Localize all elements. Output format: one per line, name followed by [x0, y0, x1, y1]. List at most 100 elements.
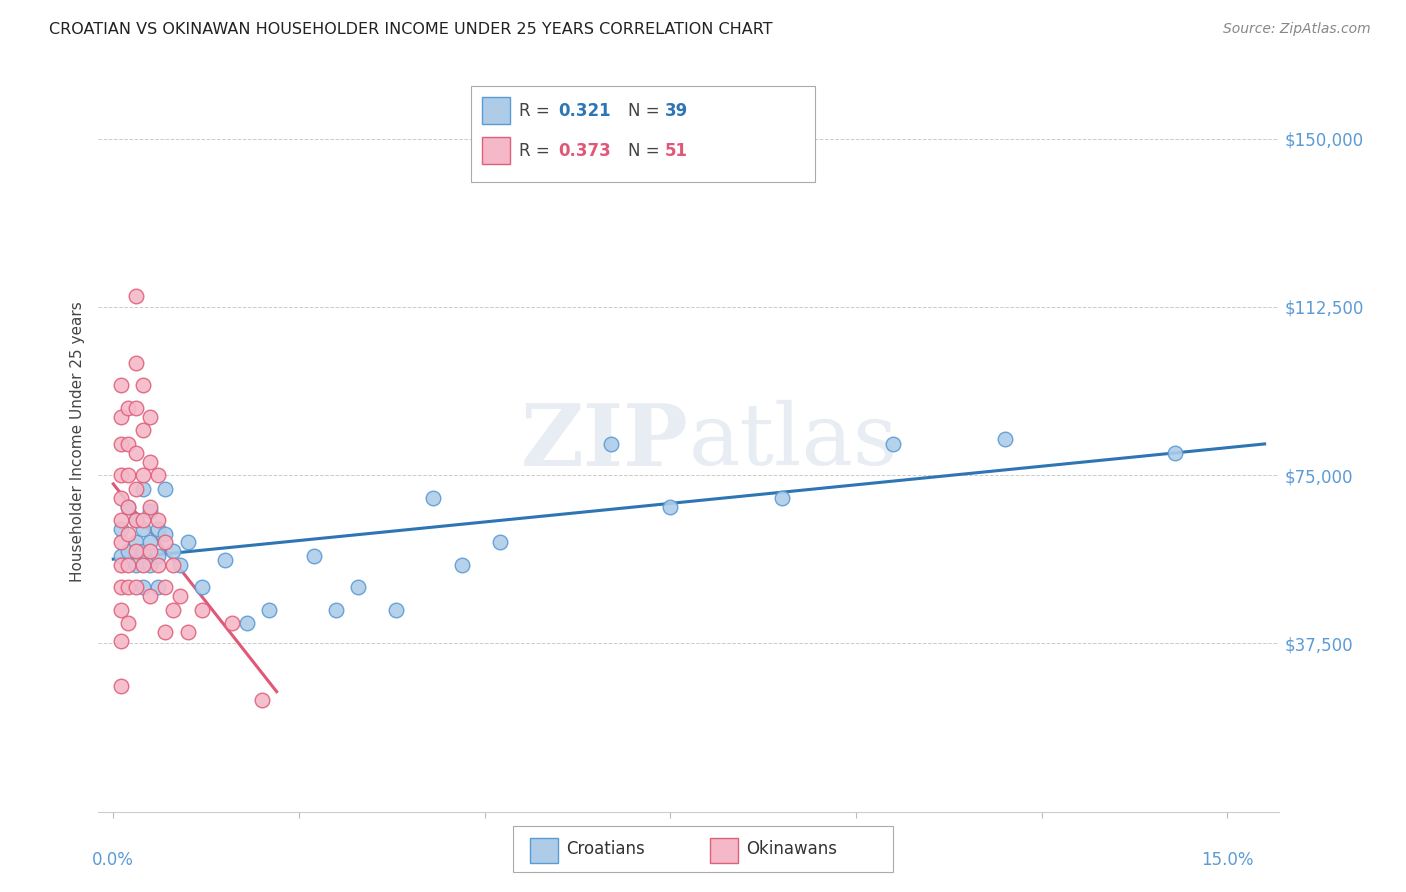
Point	[110, 679, 132, 693]
Point	[110, 491, 132, 505]
Point	[155, 526, 177, 541]
Text: 0.373: 0.373	[558, 142, 612, 160]
Point	[117, 558, 139, 572]
Text: 51: 51	[665, 142, 688, 160]
Point	[659, 500, 682, 514]
Point	[139, 535, 162, 549]
Point	[155, 535, 177, 549]
Point	[146, 558, 169, 572]
Point	[146, 522, 169, 536]
Point	[117, 616, 139, 631]
Point	[110, 522, 132, 536]
Point	[110, 409, 132, 424]
Point	[110, 634, 132, 648]
Text: 0.0%: 0.0%	[93, 851, 134, 869]
Point	[169, 558, 191, 572]
Point	[155, 580, 177, 594]
Point	[176, 535, 198, 549]
Point	[110, 603, 132, 617]
Point	[600, 437, 623, 451]
Text: Source: ZipAtlas.com: Source: ZipAtlas.com	[1223, 22, 1371, 37]
Point	[110, 580, 132, 594]
Point	[132, 468, 155, 483]
Point	[146, 549, 169, 563]
Point	[132, 423, 155, 437]
Point	[139, 500, 162, 514]
Point	[132, 378, 155, 392]
Point	[117, 468, 139, 483]
Text: N =: N =	[628, 142, 665, 160]
Point	[146, 513, 169, 527]
Point	[124, 513, 146, 527]
Point	[110, 558, 132, 572]
Point	[221, 616, 243, 631]
Text: 0.321: 0.321	[558, 102, 610, 120]
Point	[124, 513, 146, 527]
Point	[451, 558, 474, 572]
Point	[214, 553, 236, 567]
Y-axis label: Householder Income Under 25 years: Householder Income Under 25 years	[70, 301, 86, 582]
Point	[139, 409, 162, 424]
Text: N =: N =	[628, 102, 665, 120]
Point	[124, 580, 146, 594]
Point	[132, 513, 155, 527]
Point	[117, 544, 139, 558]
Point	[124, 482, 146, 496]
Point	[146, 580, 169, 594]
Point	[124, 446, 146, 460]
Point	[347, 580, 370, 594]
Text: R =: R =	[519, 142, 555, 160]
Point	[250, 692, 273, 706]
Point	[162, 603, 184, 617]
Point	[117, 401, 139, 415]
Point	[176, 625, 198, 640]
Point	[132, 580, 155, 594]
Point	[110, 378, 132, 392]
Text: 15.0%: 15.0%	[1201, 851, 1254, 869]
Point	[139, 455, 162, 469]
Point	[236, 616, 259, 631]
Point	[124, 401, 146, 415]
Point	[259, 603, 281, 617]
Text: 39: 39	[665, 102, 689, 120]
Point	[162, 544, 184, 558]
Point	[139, 558, 162, 572]
Point	[132, 482, 155, 496]
Point	[110, 468, 132, 483]
Point	[770, 491, 793, 505]
Point	[117, 580, 139, 594]
Point	[110, 513, 132, 527]
Point	[191, 580, 214, 594]
Text: atlas: atlas	[689, 400, 898, 483]
Point	[162, 558, 184, 572]
Text: R =: R =	[519, 102, 555, 120]
Point	[117, 526, 139, 541]
Point	[124, 356, 146, 370]
Point	[146, 468, 169, 483]
Text: Croatians: Croatians	[567, 840, 645, 858]
Point	[117, 500, 139, 514]
Point	[422, 491, 444, 505]
Point	[124, 535, 146, 549]
Point	[139, 504, 162, 518]
Point	[1164, 446, 1187, 460]
Point	[110, 437, 132, 451]
Text: CROATIAN VS OKINAWAN HOUSEHOLDER INCOME UNDER 25 YEARS CORRELATION CHART: CROATIAN VS OKINAWAN HOUSEHOLDER INCOME …	[49, 22, 773, 37]
Point	[191, 603, 214, 617]
Point	[155, 482, 177, 496]
Point	[302, 549, 325, 563]
Point	[139, 544, 162, 558]
Point	[155, 625, 177, 640]
Point	[110, 535, 132, 549]
Point	[110, 549, 132, 563]
Point	[384, 603, 406, 617]
Point	[132, 522, 155, 536]
Point	[139, 590, 162, 604]
Point	[325, 603, 347, 617]
Point	[994, 432, 1017, 446]
Point	[169, 590, 191, 604]
Point	[124, 558, 146, 572]
Point	[882, 437, 904, 451]
Point	[117, 500, 139, 514]
Text: Okinawans: Okinawans	[747, 840, 838, 858]
